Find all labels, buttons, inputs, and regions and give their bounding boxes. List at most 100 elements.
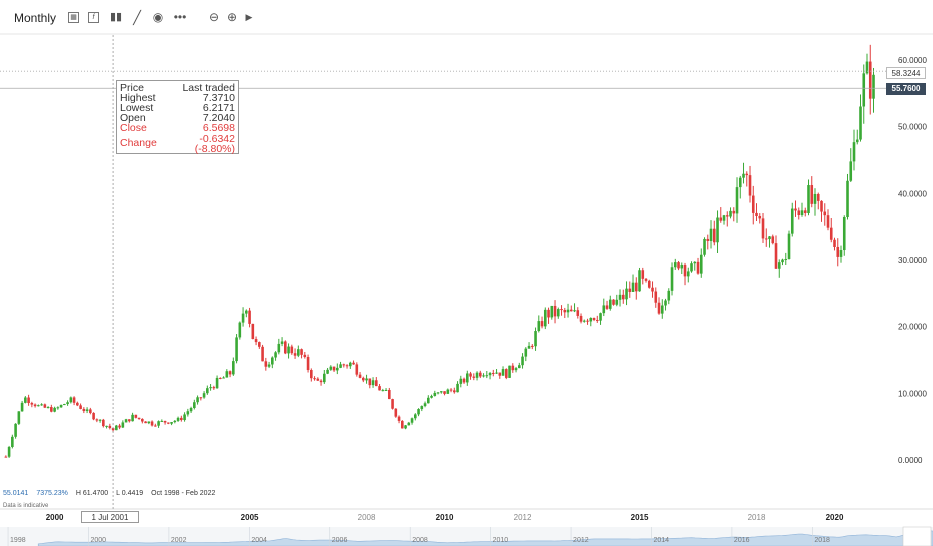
candle-body <box>475 372 479 378</box>
candle-body <box>235 337 238 362</box>
candle-body <box>738 177 742 188</box>
candle-body <box>579 315 583 322</box>
candle-body <box>258 342 261 347</box>
tooltip-highest: Highest 7.3710 <box>120 93 235 104</box>
candle-body <box>362 377 365 381</box>
candle-body <box>829 227 833 240</box>
candle-body <box>660 305 664 314</box>
tooltip-open-value: 7.2040 <box>202 112 235 124</box>
candle-body <box>488 372 492 376</box>
disclaimer: Data is indicative <box>3 503 49 509</box>
candle-body <box>69 397 73 403</box>
chart-type-icon[interactable]: ▦ <box>68 12 79 23</box>
candle-body <box>465 373 469 383</box>
reference-price-label: 58.3244 <box>886 67 926 79</box>
candle-body <box>79 405 82 409</box>
candle-body <box>284 341 287 354</box>
candle-body <box>280 341 284 344</box>
candle-body <box>436 392 440 394</box>
candle-body <box>365 378 368 381</box>
candle-body <box>842 217 846 251</box>
candle-body <box>615 299 619 305</box>
candle-body <box>706 238 710 242</box>
candle-body <box>14 423 17 437</box>
candle-body <box>449 389 453 391</box>
candle-body <box>332 366 336 371</box>
candle-body <box>872 74 875 99</box>
candle-body <box>319 380 323 383</box>
candle-body <box>638 270 641 292</box>
candle-body <box>482 375 485 377</box>
y-tick-label: 0.0000 <box>898 456 923 465</box>
candle-body <box>186 411 190 415</box>
candle-body <box>163 420 167 423</box>
candle-body <box>388 389 391 400</box>
navigator-tick-label: 2000 <box>90 537 106 544</box>
candle-body <box>105 425 108 427</box>
candle-body <box>33 404 37 407</box>
candle-body <box>816 193 820 201</box>
navigator-handle[interactable] <box>902 526 932 546</box>
candle-body <box>673 262 677 268</box>
candle-body <box>508 365 511 378</box>
candle-body <box>313 378 316 380</box>
navigator-tick-label: 2004 <box>251 537 267 544</box>
candle-body <box>469 373 472 377</box>
candle-body <box>771 236 775 244</box>
x-tick-label: 2000 <box>46 513 64 522</box>
candle-body <box>725 215 729 217</box>
more-icon[interactable]: ••• <box>173 10 187 24</box>
x-tick-label: 2012 <box>514 513 532 522</box>
tooltip-change: Change -0.6342 (-8.80%) <box>120 134 235 155</box>
candle-body <box>751 195 755 213</box>
draw-pencil-icon[interactable]: ╱ <box>133 9 141 25</box>
candle-body <box>323 373 326 383</box>
candle-body <box>189 407 193 412</box>
candle-body <box>852 142 856 162</box>
candle-body <box>144 421 147 424</box>
candle-body <box>150 421 154 426</box>
candle-body <box>813 193 817 204</box>
zoom-out-icon[interactable]: ⊖ <box>208 10 220 24</box>
y-tick-label: 40.0000 <box>898 189 927 198</box>
candle-body <box>254 339 258 343</box>
candle-body <box>641 270 645 279</box>
candle-body <box>141 418 144 422</box>
candle-body <box>59 404 63 408</box>
candle-body <box>569 309 573 312</box>
candle-body <box>576 310 580 316</box>
candle-body <box>703 238 706 255</box>
candle-body <box>501 369 505 376</box>
zoom-in-icon[interactable]: ⊕ <box>226 10 238 24</box>
candle-body <box>30 403 34 405</box>
candle-body <box>644 278 648 281</box>
candle-body <box>378 386 381 391</box>
candle-body <box>699 254 703 274</box>
candle-body <box>823 211 827 216</box>
x-tick-label: 2020 <box>826 513 844 522</box>
candle-body <box>602 305 606 314</box>
candle-body <box>375 380 378 387</box>
candle-body <box>556 309 560 317</box>
candle-body <box>810 185 814 204</box>
candle-body <box>368 378 372 386</box>
candle-body <box>768 236 771 240</box>
navigator-tick-label: 2008 <box>412 537 428 544</box>
candle-body <box>800 210 804 216</box>
indicators-icon[interactable]: f <box>88 12 99 23</box>
tooltip-header-right: Last traded <box>182 82 235 94</box>
candle-body <box>310 370 313 379</box>
interval-selector[interactable]: Monthly <box>14 11 57 25</box>
tooltip-header: Price Last traded <box>120 82 235 94</box>
candle-body <box>625 288 628 300</box>
tooltip-lowest-label: Lowest <box>120 102 154 114</box>
eye-icon[interactable]: ◉ <box>152 10 164 24</box>
candle-body <box>742 173 745 178</box>
navigator[interactable]: 1998 2000 2002 2004 2006 2008 2010 2012 2014 2016… <box>0 526 933 546</box>
candle-body <box>553 305 557 317</box>
play-icon[interactable]: ▶ <box>245 11 253 22</box>
x-tick-label: 2008 <box>358 513 376 522</box>
navigator-tick-label: 2006 <box>332 537 348 544</box>
bar-chart-icon[interactable]: ▮▮ <box>109 10 123 23</box>
